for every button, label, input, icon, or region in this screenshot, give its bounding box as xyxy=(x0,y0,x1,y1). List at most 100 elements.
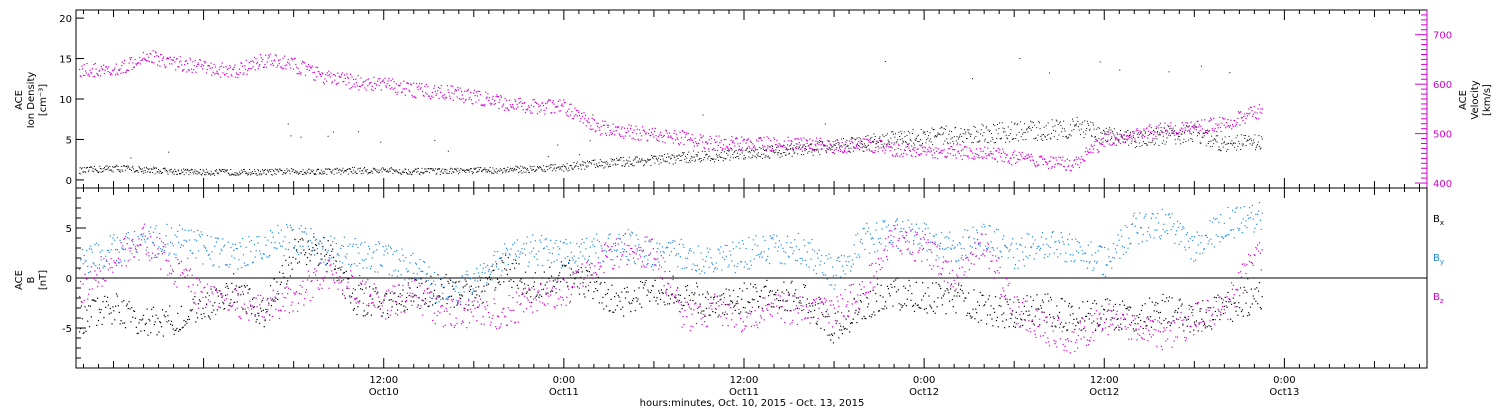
density-point xyxy=(305,173,307,175)
velocity-point xyxy=(781,146,783,148)
velocity-point xyxy=(665,130,668,132)
velocity-point xyxy=(1088,152,1090,154)
density-point xyxy=(1111,131,1113,133)
velocity-point xyxy=(167,58,169,60)
density-point xyxy=(314,173,316,175)
bx-point xyxy=(106,296,109,298)
density-point xyxy=(1241,143,1243,145)
velocity-point xyxy=(630,125,632,127)
velocity-point xyxy=(664,142,666,144)
velocity-point xyxy=(249,68,251,70)
velocity-point xyxy=(754,147,756,149)
density-point xyxy=(710,157,712,159)
bx-point xyxy=(932,310,935,312)
by-point xyxy=(107,249,110,252)
velocity-point xyxy=(795,147,797,150)
bx-point xyxy=(113,310,115,312)
density-point xyxy=(706,154,708,156)
bx-point xyxy=(851,322,853,324)
velocity-tick-label: 600 xyxy=(1433,80,1452,91)
velocity-point xyxy=(626,127,629,129)
density-point xyxy=(888,140,890,142)
density-point xyxy=(708,150,710,152)
bx-point xyxy=(547,292,549,294)
velocity-point xyxy=(283,67,285,69)
bx-point xyxy=(1057,315,1059,317)
bx-point xyxy=(749,302,751,304)
velocity-point xyxy=(747,138,749,140)
density-point xyxy=(1061,131,1063,133)
density-point xyxy=(243,169,245,171)
velocity-point xyxy=(948,148,950,150)
density-point xyxy=(226,169,228,171)
density-point xyxy=(105,165,107,167)
bx-point xyxy=(1235,310,1237,312)
velocity-point xyxy=(424,85,426,87)
bx-point xyxy=(1078,307,1080,309)
velocity-point xyxy=(1231,123,1234,126)
bx-point xyxy=(506,273,509,276)
by-point xyxy=(301,231,303,233)
density-point xyxy=(610,158,612,160)
density-point xyxy=(1052,126,1054,128)
density-point xyxy=(855,139,857,141)
bx-point xyxy=(775,291,777,294)
bx-point xyxy=(123,300,125,302)
velocity-point xyxy=(150,53,152,55)
density-point xyxy=(502,171,504,173)
bx-point xyxy=(1200,308,1202,310)
velocity-point xyxy=(1050,156,1052,158)
by-point xyxy=(181,228,183,230)
by-point xyxy=(199,235,201,238)
bx-point xyxy=(841,333,844,335)
bx-point xyxy=(672,275,674,277)
bx-point xyxy=(428,305,430,307)
bx-point xyxy=(196,317,199,319)
velocity-point xyxy=(602,124,605,126)
velocity-point xyxy=(548,99,550,101)
density-point xyxy=(1013,137,1015,139)
density-point xyxy=(285,172,287,174)
bx-point xyxy=(284,287,286,289)
bx-point xyxy=(539,294,541,296)
velocity-point xyxy=(852,150,855,152)
density-point xyxy=(786,144,788,146)
density-point xyxy=(1232,142,1234,144)
velocity-point xyxy=(485,91,487,93)
velocity-point xyxy=(1095,138,1097,141)
density-point xyxy=(1130,131,1132,133)
velocity-point xyxy=(852,142,854,144)
velocity-point xyxy=(1249,112,1251,114)
velocity-point xyxy=(1081,159,1083,161)
velocity-point xyxy=(97,73,99,76)
bx-point xyxy=(220,293,222,295)
velocity-point xyxy=(819,140,821,142)
density-point xyxy=(416,168,418,170)
by-point xyxy=(142,233,145,235)
density-point xyxy=(1066,137,1068,139)
density-point xyxy=(749,150,751,152)
bx-point xyxy=(200,313,202,315)
velocity-point xyxy=(619,134,621,136)
velocity-point xyxy=(654,127,656,129)
bx-point xyxy=(1095,303,1098,305)
density-point xyxy=(514,168,516,170)
velocity-point xyxy=(237,76,239,79)
density-point xyxy=(447,172,449,174)
density-point xyxy=(759,156,761,158)
by-point xyxy=(96,242,98,244)
by-point xyxy=(159,232,161,235)
velocity-point xyxy=(644,133,647,135)
bx-point xyxy=(1228,301,1230,303)
bx-point xyxy=(889,295,891,297)
density-point xyxy=(575,165,577,167)
bx-point xyxy=(546,281,548,283)
density-point xyxy=(964,133,966,135)
velocity-point xyxy=(245,59,247,61)
velocity-point xyxy=(847,150,849,153)
velocity-point xyxy=(478,99,480,101)
velocity-point xyxy=(692,142,695,144)
velocity-point xyxy=(997,147,999,149)
velocity-point xyxy=(1191,126,1193,128)
bx-point xyxy=(1058,311,1061,314)
